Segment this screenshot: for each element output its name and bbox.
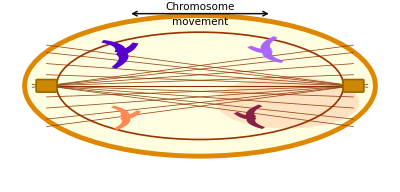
Polygon shape [114, 116, 130, 130]
FancyBboxPatch shape [36, 79, 57, 92]
Polygon shape [262, 50, 284, 63]
FancyBboxPatch shape [343, 79, 364, 92]
Polygon shape [111, 51, 128, 69]
Ellipse shape [216, 77, 360, 128]
Polygon shape [234, 112, 252, 120]
Polygon shape [246, 104, 262, 118]
Polygon shape [124, 110, 141, 120]
Polygon shape [111, 106, 130, 118]
Polygon shape [247, 46, 269, 53]
Text: movement: movement [172, 17, 228, 27]
Ellipse shape [25, 16, 375, 156]
Polygon shape [261, 36, 278, 52]
Text: Chromosome: Chromosome [165, 2, 235, 12]
Polygon shape [118, 43, 138, 55]
Polygon shape [246, 117, 265, 129]
Polygon shape [101, 40, 126, 53]
